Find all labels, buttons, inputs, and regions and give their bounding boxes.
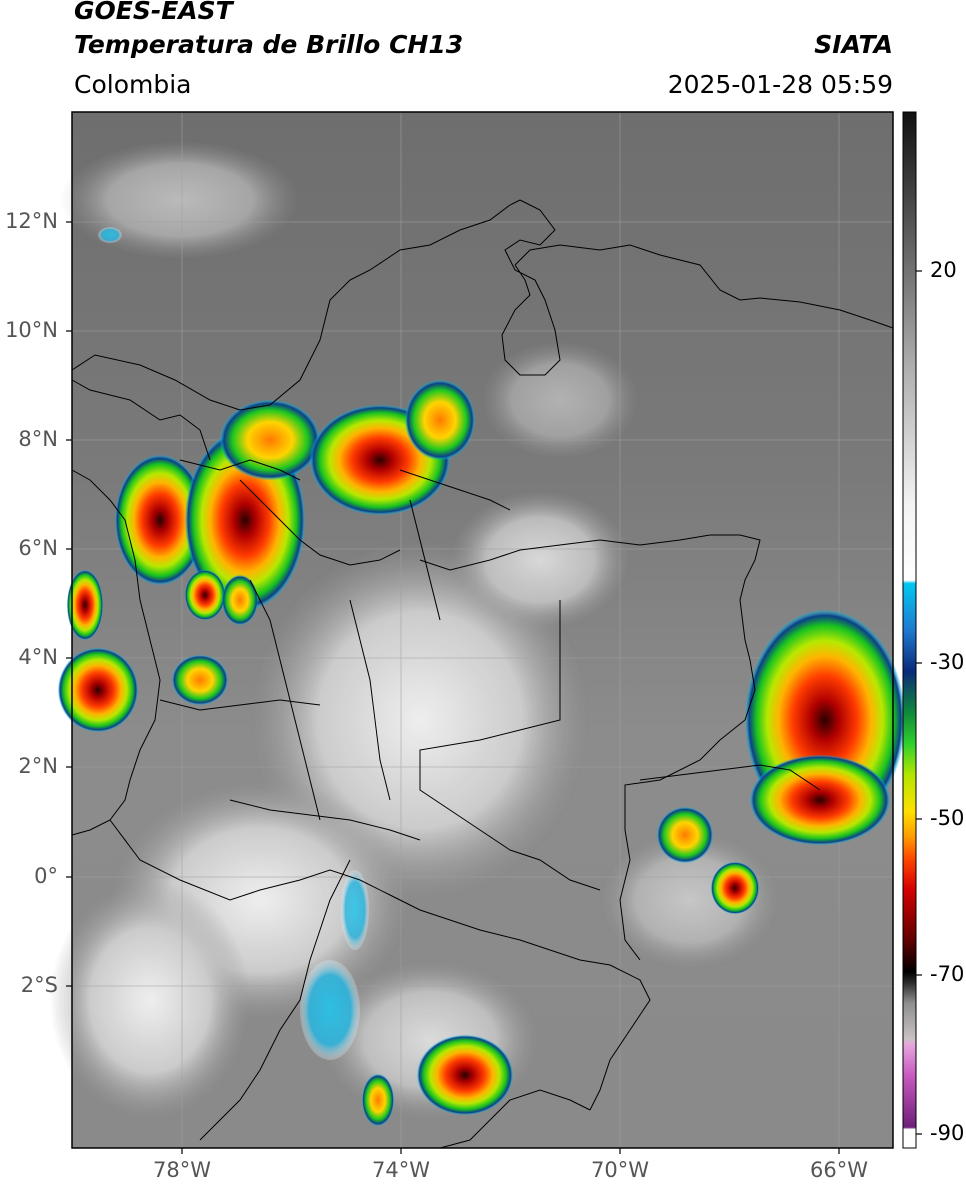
colorbar-tick-minus70: -70 [930, 962, 965, 986]
graticule [72, 112, 893, 1148]
axis-ticks [66, 221, 840, 1154]
lat-tick-10n: 10°N [5, 318, 58, 342]
lat-tick-2n: 2°N [18, 754, 58, 778]
map-frame [71, 111, 894, 1149]
title-satellite: GOES-EAST [74, 0, 233, 25]
lon-tick-70w: 70°W [591, 1158, 649, 1182]
colorbar-ticks [916, 270, 922, 1135]
region-label: Colombia [74, 70, 192, 99]
datetime-label: 2025-01-28 05:59 [667, 70, 893, 99]
title-product: Temperatura de Brillo CH13 [74, 30, 464, 59]
boundaries [71, 199, 894, 1149]
colorbar-tick-minus30: -30 [930, 650, 965, 674]
lon-tick-66w: 66°W [810, 1158, 868, 1182]
lat-tick-4n: 4°N [18, 645, 58, 669]
lat-tick-12n: 12°N [5, 209, 58, 233]
storm-cell-west [115, 455, 205, 585]
storm-cell-south [417, 1035, 513, 1115]
storm-cell-pacific [58, 648, 138, 732]
colorbar-tick-minus50: -50 [930, 806, 965, 830]
lat-tick-2s: 2°S [20, 973, 58, 997]
colorbar-tick-20: 20 [930, 258, 957, 282]
storm-cells [58, 227, 905, 1126]
lon-tick-78w: 78°W [153, 1158, 211, 1182]
lat-tick-8n: 8°N [18, 427, 58, 451]
agency-label: SIATA [814, 30, 893, 59]
colorbar-tick-minus90: -90 [930, 1121, 965, 1145]
lat-tick-6n: 6°N [18, 536, 58, 560]
lon-tick-74w: 74°W [372, 1158, 430, 1182]
colorbar [902, 111, 917, 1149]
lat-tick-0: 0° [34, 864, 58, 888]
